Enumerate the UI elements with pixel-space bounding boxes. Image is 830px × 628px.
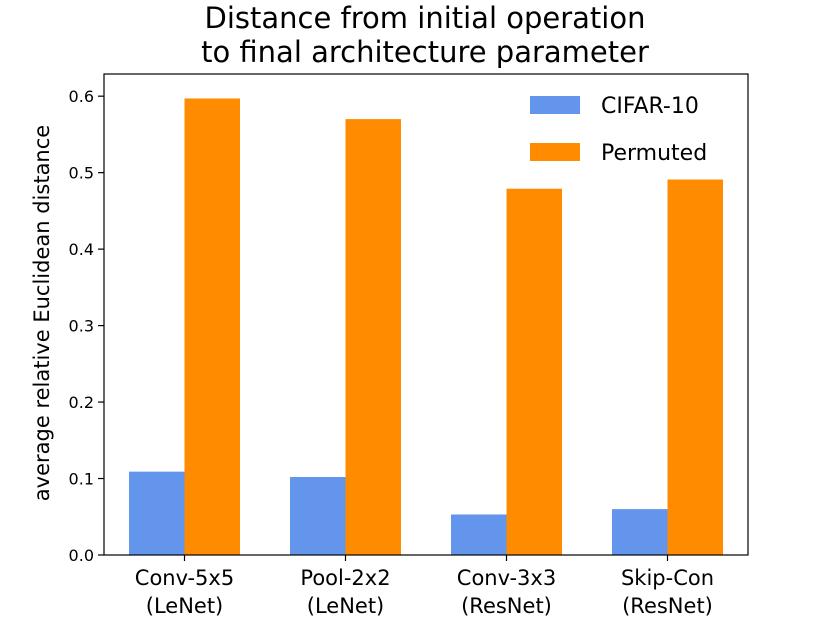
y-tick-label: 0.6 (69, 87, 94, 106)
legend-label-2: Permuted (601, 141, 707, 166)
legend-swatch-1 (530, 96, 580, 114)
bar-cifar-10-1 (129, 471, 185, 555)
legend-swatch-2 (530, 143, 580, 161)
chart-title-line-1: Distance from initial operation (205, 1, 646, 35)
y-tick-label: 0.4 (69, 240, 94, 259)
bar-permuted-1 (184, 98, 240, 556)
y-axis-label: average relative Euclidean distance (30, 125, 54, 501)
bar-permuted-4 (667, 179, 723, 555)
x-tick-label: (ResNet) (461, 594, 552, 618)
bars-group (129, 98, 723, 556)
x-tick-label: Conv-3x3 (457, 566, 556, 590)
x-tick-label: Conv-5x5 (135, 566, 234, 590)
y-tick-label: 0.0 (69, 546, 94, 565)
legend-label-1: CIFAR-10 (601, 94, 699, 119)
plot-frame (103, 73, 749, 556)
y-tick-label: 0.5 (69, 164, 94, 183)
y-tick-label: 0.3 (69, 317, 94, 336)
y-tick-label: 0.2 (69, 393, 94, 412)
chart-title: Distance from initial operation to final… (201, 1, 649, 69)
x-tick-label: Pool-2x2 (300, 566, 390, 590)
bar-permuted-2 (345, 119, 401, 555)
bar-cifar-10-2 (290, 477, 346, 555)
bar-cifar-10-3 (451, 514, 507, 555)
legend: CIFAR-10 Permuted (530, 94, 707, 166)
x-tick-label: Skip-Con (621, 566, 714, 590)
chart-title-line-2: to final architecture parameter (201, 35, 649, 69)
bar-cifar-10-4 (612, 509, 668, 555)
x-tick-label: (ResNet) (622, 594, 713, 618)
x-tick-label: (LeNet) (146, 594, 224, 618)
x-tick-label: (LeNet) (307, 594, 385, 618)
y-tick-label: 0.1 (69, 470, 94, 489)
bar-permuted-3 (506, 188, 562, 556)
y-axis: 0.0 0.1 0.2 0.3 0.4 0.5 0.6 (69, 87, 104, 565)
x-axis: Conv-5x5 (LeNet) Pool-2x2 (LeNet) Conv-3x3 (R… (135, 555, 714, 618)
